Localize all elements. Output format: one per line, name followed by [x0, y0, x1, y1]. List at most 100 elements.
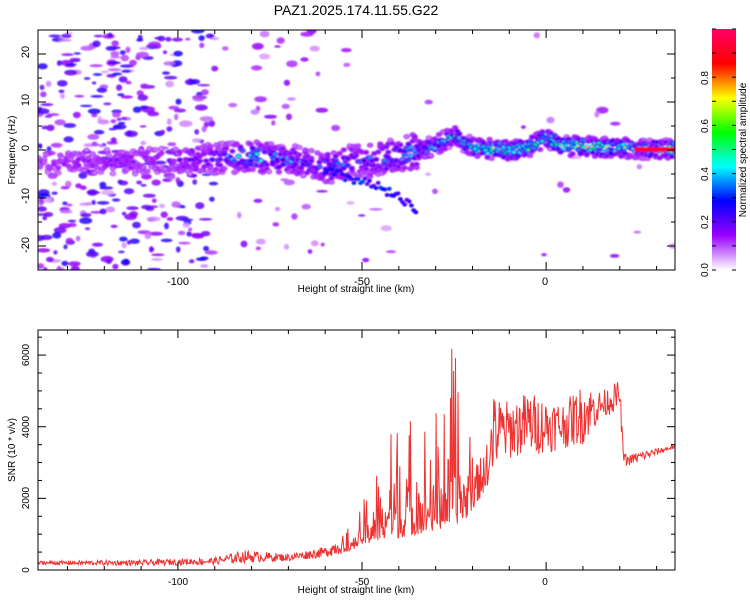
- spectrogram-cell: [201, 89, 209, 96]
- spectrogram-cell: [467, 142, 472, 146]
- spectrogram-cell: [206, 162, 211, 166]
- spectrogram-cell: [202, 165, 207, 169]
- spectrogram-cell: [497, 141, 502, 145]
- spectrogram-cell: [209, 196, 215, 202]
- spectrogram-cell: [222, 167, 227, 170]
- spectrogram-cell: [96, 87, 108, 93]
- spectrogram-cell: [395, 191, 401, 196]
- spectrogram-cell: [78, 172, 88, 179]
- spectrogram-cell: [190, 79, 201, 85]
- spectrogram-cell: [140, 140, 146, 146]
- spectrogram-cell: [258, 53, 271, 60]
- spectrogram-cell: [151, 160, 156, 164]
- spectrogram-cell: [50, 142, 63, 148]
- spectrogram-cell: [51, 191, 58, 195]
- spectrogram-cell: [164, 222, 169, 230]
- spectrogram-cell: [402, 166, 407, 170]
- spectrogram-cell: [281, 103, 290, 109]
- spectrogram-cell: [199, 116, 214, 122]
- spectrogram-cell: [44, 153, 49, 156]
- spectrogram-cell: [182, 222, 190, 228]
- spectrogram-cell: [362, 159, 366, 163]
- spectrogram-cell: [65, 237, 74, 244]
- spectrogram-cell: [210, 158, 215, 162]
- spectrogram-cell: [56, 60, 62, 66]
- spectrogram-cell: [164, 75, 178, 80]
- spectrogram-cell: [277, 170, 281, 174]
- spectrogram-cell: [409, 203, 414, 208]
- spectrogram-cell: [657, 156, 662, 160]
- spectrogram-cell: [337, 152, 342, 155]
- snr-y-tick-label: 2000: [21, 486, 32, 509]
- spectrogram-cell: [119, 50, 126, 55]
- spectrogram-cell: [286, 60, 298, 68]
- spectrogram-cell: [137, 94, 149, 101]
- spectrogram-cell: [297, 145, 302, 149]
- colorbar: 0.0 0.2 0.4 0.6 0.8 Normalized spectral …: [700, 28, 749, 277]
- spectrogram-cell: [238, 145, 243, 149]
- spectrogram-cell: [368, 208, 383, 211]
- spectrogram-cell: [175, 246, 181, 253]
- spectrogram-cell: [41, 125, 49, 130]
- spectrogram-cell: [147, 111, 160, 117]
- spectrogram-cell: [175, 177, 181, 184]
- spectrogram-cell: [546, 116, 555, 124]
- spectrogram-cell: [51, 181, 58, 186]
- spectrogram-cell: [192, 179, 198, 185]
- spectrogram-cell: [566, 148, 571, 152]
- spectrogram-cell: [340, 172, 346, 177]
- spectrogram-cell: [432, 188, 438, 194]
- spectrogram-cell: [394, 159, 399, 162]
- snr-panel: -100 -50 0 0 2000 4000 6000 Height of st…: [7, 329, 676, 596]
- spectrogram-cell: [414, 162, 419, 166]
- spectrogram-cell: [86, 190, 100, 195]
- spectrogram-cell: [56, 171, 61, 175]
- spectrogram-cell: [345, 163, 350, 167]
- spectrogram-cell: [110, 50, 120, 57]
- spectrogram-cell: [538, 148, 543, 151]
- spectrogram-cell: [309, 45, 320, 52]
- spectrogram-cell: [100, 255, 114, 263]
- spectrogram-cell: [250, 168, 255, 171]
- spectrogram-cell: [42, 215, 47, 221]
- spectrogram-cell: [149, 246, 154, 253]
- spectrogram-cell: [90, 95, 104, 98]
- spectrogram-cell: [118, 76, 128, 83]
- spectrogram-cell: [99, 181, 107, 188]
- spectrogram-cell: [58, 38, 72, 42]
- spectrogram-cell: [230, 149, 235, 153]
- spectrogram-cell: [254, 152, 259, 156]
- spectrogram-cell: [300, 31, 314, 37]
- spectrogram-cell: [228, 102, 238, 108]
- spectrogram-cell: [165, 36, 172, 42]
- spectrogram-cell: [84, 227, 91, 230]
- spectrogram-cell: [139, 105, 149, 110]
- spectrogram-cell: [216, 147, 221, 150]
- spectrogram-cell: [151, 198, 157, 203]
- spectrogram-cell: [511, 150, 516, 154]
- spectrogram-cell: [262, 150, 267, 154]
- spectrogram-cell: [199, 42, 205, 48]
- spectrogram-cell: [121, 211, 127, 216]
- spectrogram-cell: [188, 227, 193, 232]
- spectrogram-cell: [117, 93, 125, 97]
- spectrogram-cell: [386, 156, 391, 159]
- spectrogram-cell: [60, 93, 65, 99]
- spectrogram-cell: [413, 210, 419, 215]
- spectrogram-cell: [90, 152, 95, 156]
- spectrogram-cell: [38, 165, 42, 169]
- spectrogram-cell: [299, 166, 304, 170]
- spectrogram-cell: [487, 137, 492, 141]
- spectrogram-cell: [362, 257, 370, 263]
- spectrogram-cell: [503, 139, 508, 143]
- spectrogram-cell: [198, 218, 213, 221]
- spectrogram-cell: [264, 114, 277, 119]
- spectrogram-cell: [179, 120, 193, 127]
- spectrogram-cell: [402, 202, 408, 207]
- spectrogram-cell: [467, 135, 472, 138]
- spectrogram-cell: [272, 222, 280, 227]
- spectrogram-cell: [201, 125, 207, 133]
- spectrogram-ticks: [38, 29, 675, 271]
- spectrogram-x-tick-labels: -100 -50 0: [167, 276, 548, 288]
- spectrogram-cell: [373, 186, 379, 191]
